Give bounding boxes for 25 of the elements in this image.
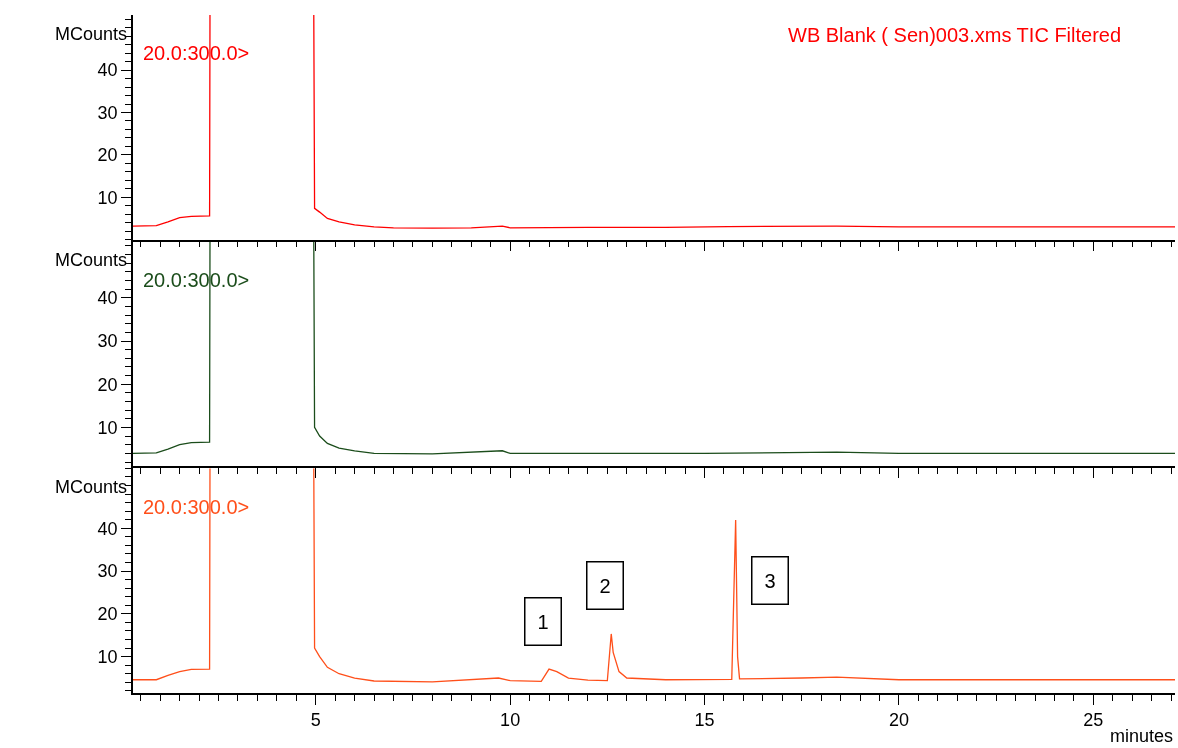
- y-tick-label: 40: [97, 518, 118, 539]
- chart-title: WB Blank ( Sen)003.xms TIC Filtered: [788, 24, 1122, 46]
- y-axis-title: MCounts: [55, 477, 128, 497]
- annotation: 1: [537, 610, 549, 633]
- x-tick-label: 25: [1083, 710, 1104, 731]
- y-axis-title: MCounts: [55, 24, 128, 44]
- y-tick-label: 10: [97, 417, 118, 438]
- y-tick-label: 10: [97, 187, 118, 208]
- x-tick-label: 20: [888, 710, 909, 731]
- x-axis-title: minutes: [1110, 726, 1174, 746]
- y-tick-label: 10: [97, 646, 118, 667]
- x-tick-label: 5: [310, 710, 321, 731]
- annotation: 2: [599, 574, 611, 597]
- y-tick-label: 40: [97, 60, 118, 81]
- annotation: 3: [764, 569, 776, 592]
- y-tick-label: 20: [97, 145, 118, 166]
- y-tick-label: 20: [97, 604, 118, 625]
- y-axis-title: MCounts: [55, 250, 128, 270]
- y-tick-label: 40: [97, 288, 118, 309]
- y-tick-label: 30: [97, 561, 118, 582]
- x-tick-label: 15: [694, 710, 715, 731]
- x-tick-label: 10: [500, 710, 521, 731]
- y-tick-label: 20: [97, 374, 118, 395]
- y-tick-label: 30: [97, 331, 118, 352]
- y-tick-label: 30: [97, 102, 118, 123]
